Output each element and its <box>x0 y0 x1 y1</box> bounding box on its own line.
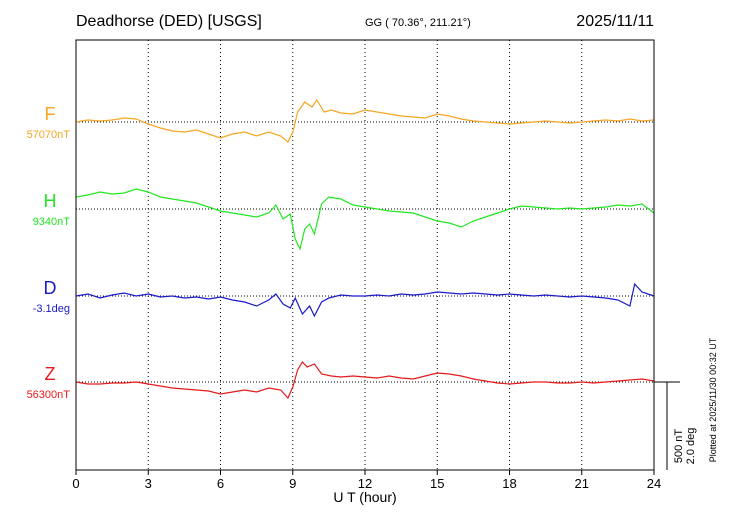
series-name-d: D <box>44 278 57 298</box>
series-baseline-f: 57070nT <box>27 129 71 141</box>
scale-bar-nt: 500 nT <box>673 429 685 464</box>
station-coords: GG ( 70.36°, 211.21°) <box>365 17 471 29</box>
series-line-f <box>75 98 655 143</box>
plotted-at-note: Plotted at 2025/11/30 00:32 UT <box>708 337 718 462</box>
series-name-f: F <box>45 104 56 124</box>
x-tick-label-3: 3 <box>145 476 152 491</box>
station-title: Deadhorse (DED) [USGS] <box>76 13 262 30</box>
series-name-h: H <box>44 191 57 211</box>
series-baseline-d: -3.1deg <box>33 303 70 315</box>
plot-date: 2025/11/11 <box>576 13 654 30</box>
x-tick-label-15: 15 <box>430 476 444 491</box>
series-labels: F 57070nT H 9340nT D -3.1deg Z 56300nT <box>27 104 71 401</box>
x-tick-label-9: 9 <box>289 476 296 491</box>
series-lines <box>75 98 655 400</box>
x-tick-label-0: 0 <box>72 476 79 491</box>
x-tick-label-18: 18 <box>502 476 516 491</box>
x-tick-label-24: 24 <box>647 476 661 491</box>
series-name-z: Z <box>45 364 56 384</box>
x-axis-ticks: 0 3 6 9 12 15 18 21 24 <box>72 470 661 491</box>
series-line-h <box>75 188 655 251</box>
scale-bar-deg: 2.0 deg <box>685 428 697 465</box>
x-axis-label: U T (hour) <box>333 489 396 505</box>
grid <box>147 40 583 470</box>
series-line-d <box>75 282 655 318</box>
x-tick-label-12: 12 <box>358 476 372 491</box>
series-line-z <box>75 361 655 400</box>
series-baseline-h: 9340nT <box>33 216 71 228</box>
x-tick-label-6: 6 <box>217 476 224 491</box>
series-baseline-z: 56300nT <box>27 389 71 401</box>
x-tick-label-21: 21 <box>575 476 589 491</box>
